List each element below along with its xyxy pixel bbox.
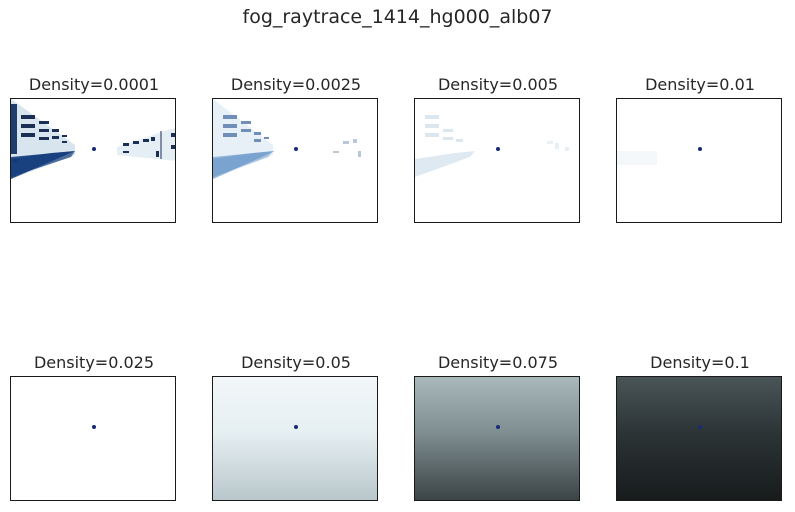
panel-image-2 <box>212 98 378 223</box>
marker-dot-6 <box>294 425 298 429</box>
panel-image-3 <box>414 98 580 223</box>
marker-dot-8 <box>698 425 702 429</box>
panel-image-1 <box>10 98 176 223</box>
panel-title-7: Density=0.075 <box>437 353 559 372</box>
street-scene-1 <box>11 99 175 179</box>
figure-title: fog_raytrace_1414_hg000_alb07 <box>242 6 553 28</box>
marker-dot-3 <box>496 147 500 151</box>
marker-dot-4 <box>698 147 702 151</box>
panel-title-1: Density=0.0001 <box>28 75 160 94</box>
panel-image-5 <box>10 376 176 501</box>
panel-image-7 <box>414 376 580 501</box>
street-scene-2 <box>213 99 361 179</box>
panel-title-3: Density=0.005 <box>437 75 559 94</box>
panel-title-6: Density=0.05 <box>241 353 351 372</box>
panel-title-8: Density=0.1 <box>650 353 750 372</box>
street-scene-4 <box>617 151 657 165</box>
marker-dot-1 <box>92 147 96 151</box>
marker-dot-5 <box>92 425 96 429</box>
panel-title-4: Density=0.01 <box>645 75 755 94</box>
marker-dot-7 <box>496 425 500 429</box>
street-scene-3 <box>415 115 569 177</box>
panel-image-4 <box>616 98 782 223</box>
panel-image-6 <box>212 376 378 501</box>
panel-title-2: Density=0.0025 <box>230 75 362 94</box>
panel-image-8 <box>616 376 782 501</box>
marker-dot-2 <box>294 147 298 151</box>
panel-title-5: Density=0.025 <box>33 353 155 372</box>
